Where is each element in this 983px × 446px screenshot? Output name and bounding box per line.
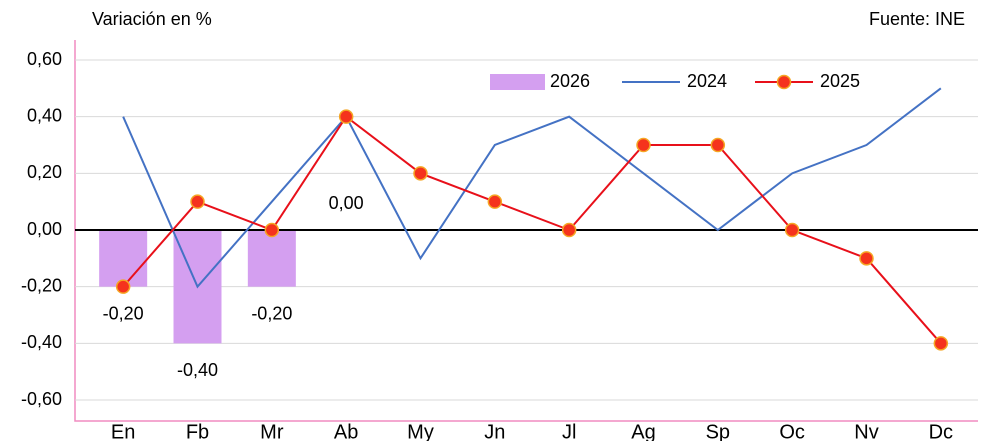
bar (247, 230, 296, 287)
x-tick-label: Dc (929, 421, 953, 441)
source: Fuente: INE (869, 9, 965, 29)
y-tick-label: -0,40 (21, 332, 62, 352)
marker (338, 109, 354, 124)
x-tick-label: My (407, 421, 434, 441)
data-label: -0,20 (251, 303, 292, 323)
x-tick-label: Nv (854, 421, 878, 441)
data-label: 0,00 (329, 193, 364, 213)
y-tick-label: -0,20 (21, 275, 62, 295)
legend-swatch (490, 74, 545, 90)
x-tick-label: Jl (562, 421, 576, 441)
y-tick-label: 0,00 (27, 219, 62, 239)
marker (413, 166, 428, 181)
data-label: -0,40 (177, 360, 218, 380)
x-tick-label: Sp (706, 421, 730, 441)
x-tick-label: Fb (186, 421, 209, 441)
bar (99, 230, 148, 287)
marker (636, 137, 651, 153)
chart-frame (74, 40, 978, 422)
data-label: -0,20 (103, 303, 144, 323)
y-tick-label: 0,20 (27, 162, 62, 182)
line (122, 87, 942, 289)
x-tick-label: Oc (779, 421, 805, 441)
marker (190, 194, 205, 209)
y-axis-label: Variación en % (92, 9, 212, 29)
y-tick-label: -0,60 (21, 389, 62, 409)
line (122, 115, 942, 344)
marker (859, 251, 874, 266)
marker (264, 222, 280, 238)
legend-label: 2025 (820, 71, 860, 91)
marker (784, 222, 800, 238)
marker (487, 194, 503, 209)
legend-label: 2024 (687, 71, 727, 91)
marker (710, 137, 726, 153)
x-tick-label: En (111, 421, 135, 441)
marker (561, 222, 577, 238)
y-tick-label: 0,60 (27, 49, 62, 69)
marker (115, 279, 131, 294)
x-tick-label: Ag (631, 421, 655, 441)
marker (933, 336, 949, 351)
y-tick-label: 0,40 (27, 105, 62, 125)
legend-marker (776, 74, 792, 90)
x-tick-label: Mr (260, 421, 284, 441)
legend-label: 2026 (550, 71, 590, 91)
x-tick-label: Ab (334, 421, 358, 441)
x-tick-label: Jn (484, 421, 505, 441)
